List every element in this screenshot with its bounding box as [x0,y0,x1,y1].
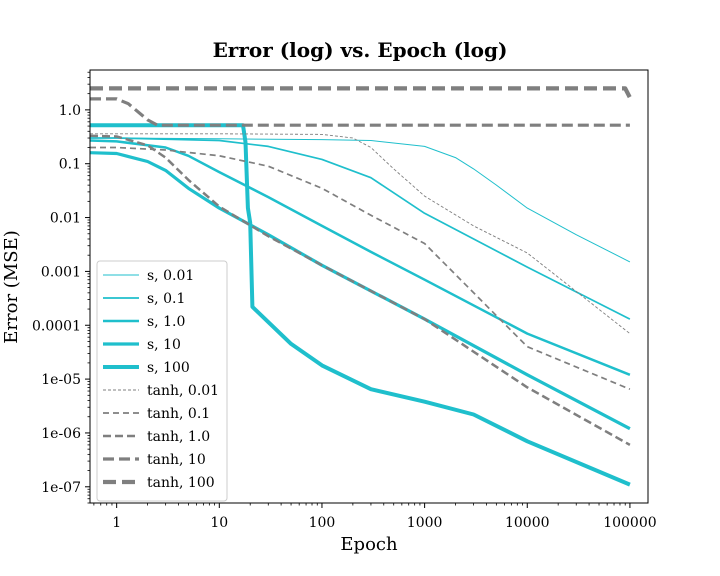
series-line-tanh-5 [90,86,632,99]
legend-label: s, 0.01 [147,268,194,284]
y-tick-label: 1e-07 [41,480,81,496]
legend-label: tanh, 0.1 [147,406,210,422]
y-tick-label: 0.001 [41,264,81,280]
legend-label: tanh, 1.0 [147,429,210,445]
plot-area [90,86,632,487]
series-line-s-1 [90,137,631,263]
y-tick-label: 1e-06 [41,426,81,442]
legend-label: tanh, 0.01 [147,383,219,399]
legend-label: s, 100 [147,360,190,376]
series-line-tanh-3 [90,134,631,446]
x-axis: 1 10 100 1000 10000 100000 [93,503,657,531]
legend-label: s, 1.0 [147,314,185,330]
x-tick-label: 1 [112,515,121,531]
chart-title: Error (log) vs. Epoch (log) [213,38,508,62]
x-tick-label: 100000 [603,515,656,531]
series-line-tanh-4 [90,97,630,127]
y-tick-label: 1e-05 [41,372,81,388]
legend: s, 0.01 s, 0.1 s, 1.0 s, 10 s, 100 tanh, 0.01… [96,260,228,502]
legend-label: s, 0.1 [147,291,185,307]
x-tick-label: 10000 [505,515,550,531]
series-line-s-2 [90,137,631,320]
legend-label: s, 10 [147,337,181,353]
x-tick-label: 10 [210,515,228,531]
x-tick-label: 100 [309,515,336,531]
y-axis: 1e-07 1e-06 1e-05 0.0001 0.001 0.01 0.1 1.0 [32,71,90,504]
y-tick-label: 0.01 [50,211,81,227]
series-line-tanh-2 [90,146,631,390]
legend-label: tanh, 100 [147,475,215,491]
y-axis-label: Error (MSE) [1,230,22,343]
plot-frame [89,69,649,504]
legend-label: tanh, 10 [147,452,206,468]
y-tick-label: 1.0 [59,103,81,119]
series-line-tanh-1 [90,133,631,334]
series-line-s-4 [90,151,631,431]
y-tick-label: 0.1 [59,157,81,173]
x-axis-label: Epoch [340,534,398,555]
y-tick-label: 0.0001 [32,318,81,334]
x-tick-label: 1000 [407,515,443,531]
